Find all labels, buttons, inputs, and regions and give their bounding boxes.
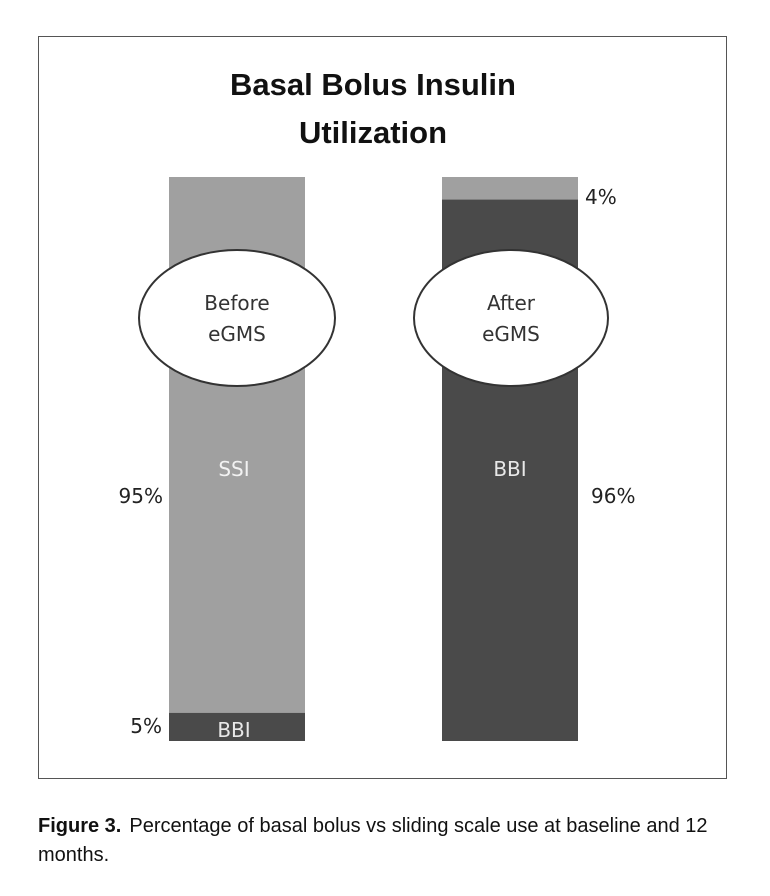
data-label-5: 5% [130, 714, 162, 738]
figure-frame [38, 36, 727, 779]
caption-text: Percentage of basal bolus vs sliding sca… [38, 815, 708, 866]
after-label-2: eGMS [482, 322, 540, 346]
chart-title-line-1: Basal Bolus Insulin [230, 67, 516, 102]
data-label-95: 95% [119, 484, 163, 508]
figure-caption: Figure 3. Percentage of basal bolus vs sl… [38, 812, 728, 870]
segment-label-bbi-after: BBI [493, 457, 526, 481]
chart-title-line-2: Utilization [299, 115, 447, 150]
bar-before-bbi [169, 712, 305, 741]
before-label-1: Before [204, 291, 269, 315]
after-ellipse [413, 249, 609, 387]
segment-label-bbi-before: BBI [217, 718, 250, 742]
data-label-96: 96% [591, 484, 635, 508]
bar-after-ssi [442, 177, 578, 200]
before-label-2: eGMS [208, 322, 266, 346]
caption-label: Figure 3. [38, 815, 122, 837]
after-label-1: After [487, 291, 536, 315]
segment-label-ssi: SSI [218, 457, 249, 481]
before-ellipse [138, 249, 336, 387]
data-label-4: 4% [585, 185, 617, 209]
